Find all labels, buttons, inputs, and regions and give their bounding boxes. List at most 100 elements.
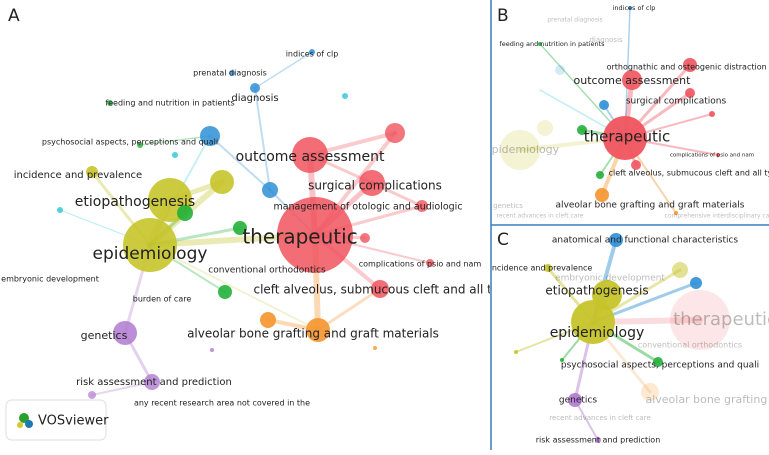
node <box>716 153 720 157</box>
node-label: surgical complications <box>626 97 727 107</box>
node-label: epidemiology <box>485 143 560 156</box>
node-label: complications of psio and nam <box>359 260 482 269</box>
node <box>596 171 604 179</box>
node-label: cleft alveolus, submucous cleft and all … <box>609 169 769 178</box>
node <box>683 58 697 72</box>
node-label: alveolar bone grafting an <box>645 393 769 406</box>
node <box>555 65 565 75</box>
node <box>306 318 330 342</box>
edge <box>574 399 599 441</box>
node <box>560 358 564 362</box>
node-label: genetics <box>559 396 597 406</box>
node <box>359 170 385 196</box>
node <box>690 277 702 289</box>
node <box>218 285 232 299</box>
panel-label: A <box>8 6 20 26</box>
node <box>544 264 552 272</box>
logo-icon <box>19 413 29 423</box>
node <box>107 100 113 106</box>
node <box>371 280 389 298</box>
node-label: recent advances in cleft care <box>497 213 584 220</box>
node-label: therapeutic <box>584 128 671 146</box>
node <box>137 142 143 148</box>
node-label: psychosocial aspects, perceptions and qu… <box>42 138 218 147</box>
node <box>592 280 622 310</box>
node-label: recent advances in cleft care <box>549 414 650 422</box>
logo-icon <box>17 422 23 428</box>
node-label: outcome assessment <box>574 74 692 87</box>
node <box>500 130 540 170</box>
node-label: prenatal diagnosis <box>547 17 602 24</box>
node-label: conventional orthodontics <box>208 266 326 276</box>
node <box>172 152 178 158</box>
edge <box>139 135 211 146</box>
node <box>599 100 609 110</box>
node <box>373 346 377 350</box>
node-label: embryonic development <box>555 274 665 284</box>
edge <box>254 87 271 191</box>
node-label: indices of clp <box>613 4 656 12</box>
node <box>514 350 518 354</box>
node <box>609 233 623 247</box>
node <box>577 125 587 135</box>
node <box>709 111 715 117</box>
panel-a: therapeutic epidemiology etiopathogenesis o… <box>1 49 506 408</box>
panel-label: C <box>497 230 509 250</box>
logo: VOSviewer <box>5 399 109 441</box>
panel-b: indices of clp prenatal diagnosis feeding … <box>485 4 769 220</box>
node-label: feeding and nutrition in patients <box>105 99 234 108</box>
node-label: diagnosis <box>231 93 278 104</box>
node <box>670 290 730 350</box>
node <box>641 383 659 401</box>
edge <box>149 244 319 331</box>
node <box>595 188 609 202</box>
node-label: anatomical and functional characteristic… <box>552 236 739 246</box>
node-label: outcome assessment <box>236 149 385 165</box>
node <box>229 70 235 76</box>
edge <box>209 135 271 191</box>
panel-c: anatomical and functional characteristic… <box>492 233 769 445</box>
node <box>86 166 98 178</box>
logo-text: VOSviewer <box>38 414 109 429</box>
node <box>233 221 247 235</box>
node-label: risk assessment and prediction <box>76 377 232 388</box>
panel-label: B <box>497 6 509 26</box>
edge <box>254 51 313 89</box>
node-label: surgical complications <box>308 179 442 193</box>
node <box>416 200 428 212</box>
node <box>653 357 663 367</box>
node-label: comprehensive interdisciplinary care <box>665 213 769 220</box>
node-label: epidemiology <box>93 244 208 264</box>
node <box>292 137 328 173</box>
node <box>571 300 615 344</box>
node-label: epidemiology <box>550 325 645 341</box>
node <box>674 211 678 215</box>
node <box>210 170 234 194</box>
node <box>200 126 220 146</box>
node-label: burden of care <box>133 295 192 304</box>
node-label: cleft alveolus, submucous cleft and all … <box>253 283 506 297</box>
node <box>262 182 278 198</box>
node <box>250 83 260 93</box>
node <box>622 70 642 90</box>
node-label: any recent research area not covered in … <box>134 399 310 408</box>
node <box>631 160 641 170</box>
node <box>685 88 695 98</box>
node-label: incidence and prevalence <box>14 170 142 181</box>
node-label: conventional orthodontics <box>638 341 742 350</box>
node-label: genetics <box>493 202 523 210</box>
edge <box>316 287 382 332</box>
node <box>603 116 647 160</box>
node-label: embryonic development <box>1 275 99 284</box>
node <box>672 262 688 278</box>
node-label: therapeutic <box>673 309 769 330</box>
edge <box>91 381 153 396</box>
node <box>342 93 348 99</box>
node <box>628 6 632 10</box>
node <box>88 391 96 399</box>
node-label: genetics <box>81 329 128 342</box>
node-label: risk assessment and prediction <box>536 436 661 445</box>
node <box>260 312 276 328</box>
node <box>360 233 370 243</box>
